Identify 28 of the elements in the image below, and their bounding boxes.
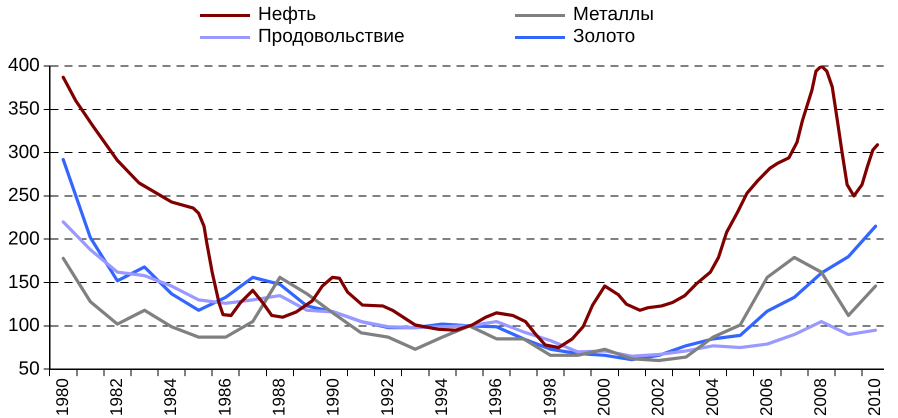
x-tick-label: 1990 (324, 378, 343, 416)
x-tick-label: 1988 (270, 378, 289, 416)
x-tick-label: 1992 (378, 378, 397, 416)
legend-label: Нефть (258, 4, 316, 26)
x-tick-label: 2008 (811, 378, 830, 416)
x-tick-label: 1980 (52, 378, 72, 416)
y-tick-label: 250 (8, 185, 40, 206)
x-tick-label: 2010 (865, 378, 884, 416)
y-tick-label: 350 (8, 98, 40, 120)
x-tick-label: 1984 (161, 378, 180, 416)
y-tick-label: 400 (8, 55, 40, 76)
legend-label: Продовольствие (258, 26, 405, 48)
x-tick-label: 1982 (107, 378, 126, 416)
x-tick-label: 1998 (540, 378, 560, 416)
x-tick-label: 2002 (648, 378, 668, 416)
y-tick-label: 300 (8, 142, 40, 163)
y-tick-label: 200 (8, 228, 40, 250)
y-tick-label: 150 (8, 272, 40, 293)
legend-label: Металлы (573, 4, 654, 26)
x-tick-label: 2000 (594, 378, 614, 416)
x-tick-label: 1996 (486, 378, 506, 416)
legend-label: Золото (573, 26, 636, 48)
x-tick-label: 2006 (756, 378, 776, 416)
x-tick-label: 1986 (215, 378, 234, 416)
x-tick-label: 2004 (702, 378, 722, 416)
y-tick-label: 50 (18, 358, 40, 380)
y-tick-label: 100 (8, 315, 40, 336)
x-tick-label: 1994 (432, 378, 451, 416)
